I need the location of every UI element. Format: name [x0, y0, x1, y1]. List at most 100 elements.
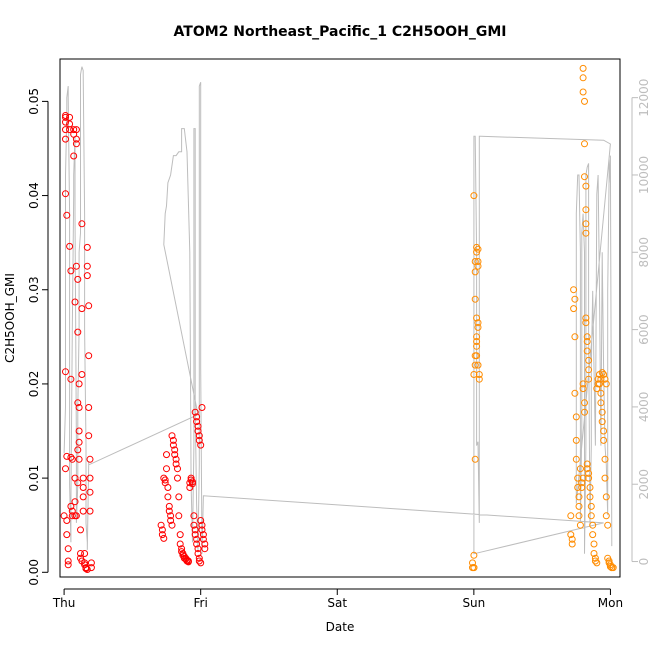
- data-point-series-2: [574, 474, 582, 482]
- data-point-series-2: [585, 356, 593, 364]
- data-point-series-1: [62, 112, 69, 119]
- data-point-series-1: [67, 453, 75, 461]
- data-point-series-2: [572, 413, 580, 421]
- data-point-series-1: [168, 521, 176, 529]
- data-point-series-2: [570, 305, 578, 313]
- data-point-series-2: [581, 408, 588, 416]
- data-point-series-1: [85, 352, 93, 360]
- data-point-series-1: [85, 404, 93, 411]
- data-point-series-1: [191, 408, 199, 416]
- data-point-series-1: [83, 272, 91, 280]
- data-point-series-1: [198, 521, 206, 529]
- data-point-series-1: [86, 488, 94, 496]
- data-point-series-1: [194, 422, 202, 430]
- data-point-series-2: [473, 333, 481, 341]
- data-point-series-1: [86, 474, 94, 482]
- altitude-trace-line: [63, 66, 613, 555]
- data-point-series-1: [72, 262, 80, 270]
- data-point-series-2: [598, 408, 606, 416]
- plot-frame: [59, 58, 621, 578]
- data-point-series-1: [195, 557, 203, 565]
- data-point-series-1: [62, 118, 69, 126]
- data-point-series-2: [473, 352, 481, 360]
- data-point-series-2: [582, 229, 590, 237]
- data-point-series-1: [158, 531, 166, 539]
- data-point-series-1: [191, 531, 199, 539]
- data-point-series-1: [164, 484, 172, 491]
- data-point-series-2: [598, 369, 606, 377]
- data-point-series-1: [194, 550, 202, 557]
- data-point-series-1: [75, 380, 83, 388]
- data-point-series-1: [157, 521, 165, 529]
- data-point-series-1: [71, 298, 79, 306]
- data-point-series-1: [74, 275, 82, 283]
- chart-title: ATOM2 Northeast_Pacific_1 C2H5OOH_GMI: [174, 24, 507, 40]
- data-point-series-2: [581, 173, 588, 181]
- data-point-series-1: [75, 438, 83, 446]
- data-point-series-1: [193, 535, 201, 543]
- data-point-series-2: [473, 342, 481, 350]
- data-point-series-1: [72, 140, 80, 148]
- data-point-series-2: [600, 427, 608, 435]
- data-point-series-2: [575, 502, 583, 510]
- data-point-series-1: [79, 474, 87, 482]
- data-point-series-2: [591, 554, 599, 562]
- data-point-series-1: [72, 135, 80, 143]
- data-point-series-1: [195, 554, 203, 562]
- data-point-series-1: [190, 512, 198, 520]
- x-tick-label: Sun: [462, 596, 485, 610]
- x-tick-label: Sat: [327, 596, 347, 610]
- data-point-series-2: [474, 323, 482, 331]
- x-axis-label: Date: [326, 620, 355, 634]
- data-point-series-1: [194, 545, 202, 553]
- data-point-series-2: [590, 550, 598, 557]
- data-point-series-1: [83, 243, 91, 251]
- data-point-series-1: [83, 566, 91, 573]
- data-point-series-1: [184, 558, 192, 566]
- data-point-series-1: [70, 126, 78, 134]
- data-point-series-2: [583, 347, 591, 355]
- data-point-series-2: [575, 512, 583, 520]
- data-point-series-2: [583, 465, 591, 473]
- data-point-series-2: [582, 220, 590, 228]
- data-point-series-1: [195, 432, 203, 440]
- x-tick-label: Mon: [598, 596, 623, 610]
- data-point-series-1: [167, 512, 175, 520]
- points-layer: [60, 64, 617, 573]
- data-point-series-1: [70, 152, 78, 160]
- y-tick-label: 0.03: [27, 276, 41, 303]
- data-point-series-1: [62, 113, 69, 121]
- data-point-series-2: [602, 380, 610, 388]
- data-point-series-2: [581, 97, 588, 105]
- data-point-series-2: [585, 375, 593, 383]
- data-point-series-2: [598, 418, 606, 426]
- data-point-series-2: [574, 484, 582, 491]
- data-point-series-1: [85, 432, 93, 440]
- data-point-series-1: [194, 427, 202, 435]
- data-point-series-1: [87, 559, 95, 567]
- data-point-series-2: [597, 389, 605, 397]
- right-tick-label: 12000: [637, 79, 650, 117]
- data-point-series-2: [471, 268, 479, 276]
- altitude-trace-layer: [63, 66, 613, 555]
- data-point-series-1: [160, 474, 168, 482]
- data-point-series-1: [193, 540, 201, 548]
- data-point-series-2: [601, 375, 609, 383]
- data-point-series-2: [474, 245, 482, 253]
- data-point-series-1: [74, 399, 82, 407]
- data-point-series-2: [473, 338, 481, 345]
- data-point-series-1: [163, 465, 170, 473]
- data-point-series-1: [171, 451, 179, 459]
- data-point-series-2: [582, 182, 590, 190]
- data-point-series-2: [576, 465, 584, 473]
- data-point-series-2: [594, 375, 602, 383]
- data-point-series-1: [163, 451, 170, 459]
- data-point-series-1: [78, 220, 86, 228]
- data-point-series-2: [583, 333, 591, 341]
- data-point-series-1: [172, 455, 180, 463]
- data-point-series-1: [198, 526, 206, 534]
- data-point-series-1: [79, 507, 87, 515]
- data-point-series-1: [68, 455, 76, 463]
- data-point-series-1: [72, 126, 80, 134]
- data-point-series-1: [68, 512, 76, 520]
